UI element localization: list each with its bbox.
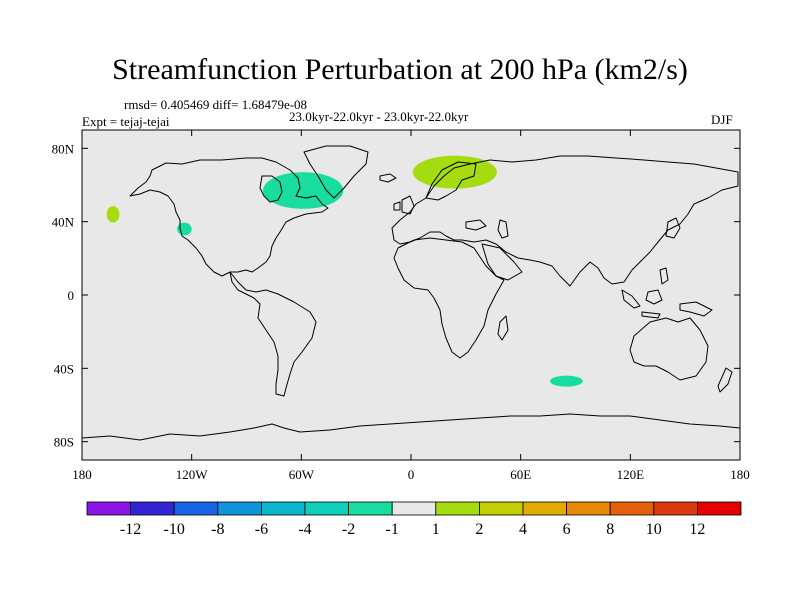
colorbar-swatch [130,501,175,516]
colorbar-swatch [348,501,393,516]
x-tick-label: 0 [408,467,415,482]
coastline-greenland [303,145,369,199]
coastline-black-sea [465,219,487,231]
anomaly-region [412,155,497,189]
experiment-text: Expt = tejaj-tejai [82,114,170,129]
colorbar-label: 2 [475,521,483,538]
anomaly-region [177,222,192,236]
colorbar-label: -6 [255,521,268,538]
colorbar-swatch [522,501,567,516]
coastline-philippines [659,267,669,285]
coastlines [81,145,741,441]
coastline-south-america [229,271,317,397]
x-tick-label: 120W [176,467,209,482]
colorbar-label: 4 [519,521,527,538]
colorbar-swatch [173,501,219,516]
colorbar-label: 8 [606,521,614,538]
colorbar-label: -2 [342,521,355,538]
periods-text: 23.0kyr-22.0kyr - 23.0kyr-22.0kyr [289,109,469,124]
x-tick-label: 120E [617,467,645,482]
colorbar-label: 1 [432,521,440,538]
x-tick-label: 180 [72,467,92,482]
colorbar-swatch [86,501,131,516]
y-axis: 80N 40N 0 40S 80S [52,141,740,450]
coastline-sumatra [621,289,641,309]
coastline-borneo [645,289,663,305]
y-tick-label: 80S [54,435,74,450]
anomaly-region [262,172,344,209]
colorbar-swatch [609,501,655,516]
coastline-new-guinea [679,301,713,317]
colorbar-label: -8 [211,521,224,538]
x-tick-label: 60E [510,467,531,482]
coastline-japan [665,217,681,239]
colorbar-swatch [566,501,611,516]
x-tick-label: 180 [730,467,750,482]
colorbar-label: 6 [563,521,571,538]
chart-title: Streamfunction Perturbation at 200 hPa (… [112,53,688,86]
colorbar: -12 -10 -8 -6 -4 -2 -1 1 2 4 6 8 10 12 [86,501,742,538]
colorbar-swatch [653,501,698,516]
colorbar-swatch [697,501,742,516]
colorbar-swatch [304,501,349,516]
colorbar-label: -1 [386,521,399,538]
coastline-scandinavia [425,161,477,201]
colorbar-label: -4 [298,521,311,538]
coastline-iceland [379,173,397,183]
coastline-north-america [129,157,329,277]
anomaly-region [549,375,583,387]
colorbar-label: -10 [164,521,185,538]
coastline-eurasia [391,155,739,287]
coastline-antarctica [81,413,741,441]
colorbar-swatch [217,501,262,516]
coastline-hudson-bay [259,175,283,203]
colorbar-label: 10 [646,521,662,538]
coastline-australia [629,317,709,381]
anomaly-region [106,206,120,223]
colorbar-swatch [435,501,480,516]
coastline-madagascar [497,315,509,341]
colorbar-swatch [478,501,524,516]
x-tick-label: 60W [289,467,315,482]
coastline-new-zealand [717,367,733,393]
x-axis: 180 120W 60W 0 60E 120E 180 [72,130,750,482]
y-tick-label: 40N [52,215,75,230]
coastline-great-britain [401,195,415,215]
y-tick-label: 40S [54,361,74,376]
colorbar-label: -12 [120,521,141,538]
colorbar-label: 12 [689,521,705,538]
anomaly-layer [106,155,583,387]
season-text: DJF [711,112,733,127]
coastline-java [641,311,661,319]
coastline-caspian-sea [497,219,509,239]
colorbar-swatch [391,501,437,516]
y-tick-label: 80N [52,141,75,156]
coastline-africa [393,237,505,359]
coastline-ireland [393,201,401,211]
stats-text: rmsd= 0.405469 diff= 1.68479e-08 [124,97,308,112]
coastline-arabia [481,243,523,281]
colorbar-swatch [260,501,306,516]
map-background [82,130,740,460]
y-tick-label: 0 [68,288,75,303]
